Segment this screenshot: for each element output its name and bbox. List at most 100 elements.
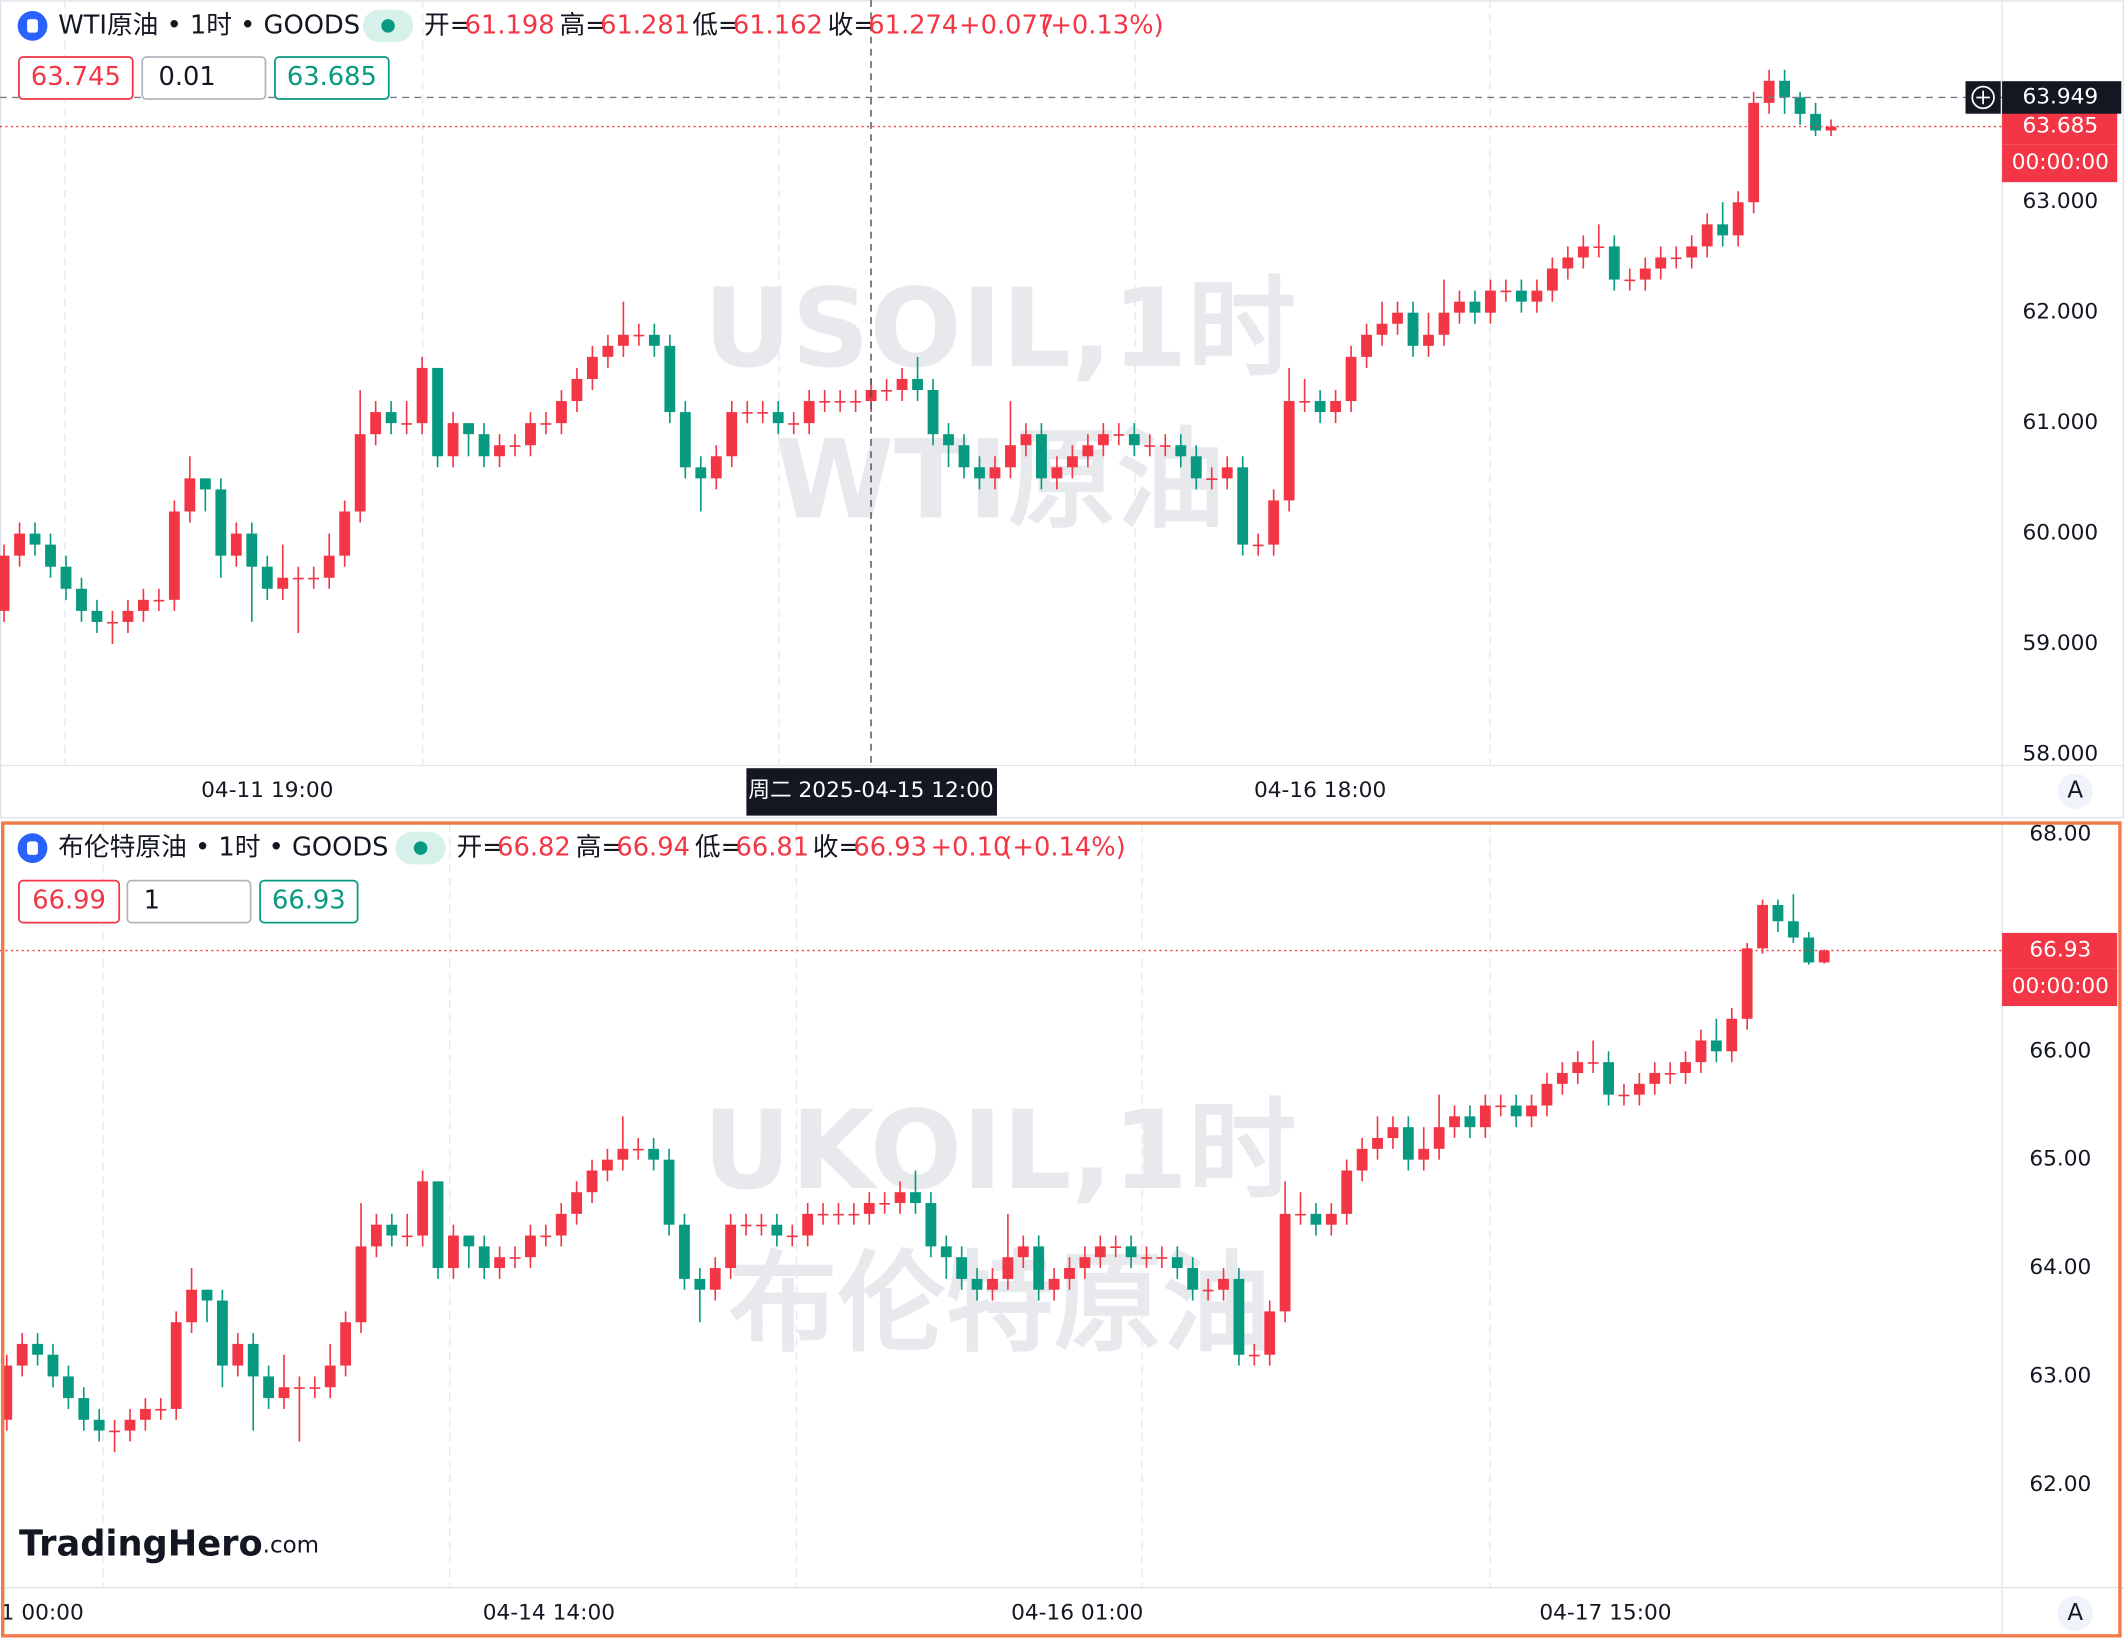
market-status-dot <box>413 841 428 855</box>
candle-body <box>571 1192 583 1214</box>
candle-body <box>292 577 304 580</box>
ohlc-legend-change-pct: (+0.13%) <box>1040 10 1163 40</box>
candle-body <box>1624 279 1636 282</box>
order-sell-value: 66.99 <box>32 885 106 915</box>
order-sell-box[interactable] <box>18 56 134 100</box>
candle-body <box>617 1148 629 1160</box>
x-tick-label: 04-17 15:00 <box>1539 1600 1671 1625</box>
candle-body <box>1686 246 1698 258</box>
candle-body <box>137 599 149 611</box>
auto-scale-label: A <box>2067 1600 2083 1626</box>
candle-body <box>586 356 598 379</box>
candle-body <box>617 334 629 346</box>
candle-body <box>432 1181 444 1269</box>
auto-scale-button[interactable] <box>2057 773 2093 809</box>
candle-body <box>354 434 366 512</box>
candle-body <box>1464 1116 1476 1128</box>
candle-body <box>416 367 428 424</box>
candle-body <box>940 1246 952 1258</box>
candle-body <box>93 1419 105 1431</box>
candle-body <box>32 1343 43 1355</box>
candle-body <box>155 1408 167 1411</box>
candle-body <box>987 1278 998 1290</box>
candle-body <box>509 1257 521 1259</box>
candle-body <box>278 1387 290 1399</box>
candle-body <box>1526 1105 1537 1117</box>
candle-body <box>1002 1257 1014 1279</box>
order-buy-value: 63.685 <box>287 62 377 92</box>
candle-body <box>1299 401 1311 403</box>
candle-body <box>1562 257 1574 269</box>
candle-body <box>863 1203 875 1214</box>
candle-body <box>1218 1278 1229 1290</box>
candle-body <box>1066 456 1078 468</box>
ohlc-legend-change: +0.077 <box>959 10 1054 40</box>
candle-body <box>1020 434 1032 446</box>
crosshair-time-label: 周二 2025-04-15 12:00 <box>748 778 993 803</box>
order-sell-box[interactable] <box>18 879 121 924</box>
y-tick-label: 68.00 <box>2029 822 2091 847</box>
candle-body <box>509 445 521 447</box>
market-status-dot <box>381 19 395 33</box>
candle-body <box>1356 1148 1368 1171</box>
candle-body <box>139 1408 151 1420</box>
ohlc-legend-high-label: 高= <box>576 833 623 863</box>
candle-body <box>1392 312 1403 324</box>
candle-body <box>107 621 118 624</box>
candle-body <box>1387 1127 1399 1139</box>
order-buy-value: 66.93 <box>272 885 346 915</box>
candle-body <box>817 1213 829 1216</box>
candle-body <box>1701 224 1713 247</box>
candle-body <box>232 1343 244 1366</box>
candle-body <box>989 467 1001 479</box>
candle-body <box>1717 224 1729 236</box>
candle-body <box>958 445 970 468</box>
candle-body <box>1110 1246 1122 1248</box>
candle-body <box>230 533 242 556</box>
order-buy-box[interactable] <box>259 879 359 924</box>
active-panel-border <box>1 821 2122 1638</box>
candle-body <box>1495 1105 1507 1108</box>
candle-body <box>1787 921 1799 938</box>
candle-body <box>339 511 351 556</box>
brand-suffix: .com <box>263 1532 319 1558</box>
candle-body <box>1633 1083 1645 1095</box>
symbol-title[interactable]: WTI原油 • 1时 • GOODS <box>58 10 360 40</box>
candle-body <box>848 1213 860 1216</box>
candle-body <box>648 1148 660 1160</box>
y-tick-label: 65.00 <box>2029 1147 2091 1172</box>
order-qty-box[interactable] <box>141 56 267 100</box>
candle-body <box>323 555 335 578</box>
candle-body <box>1469 301 1481 313</box>
candle-body <box>1221 467 1233 479</box>
candle-body <box>340 1322 352 1366</box>
watermark: USOIL,1时 <box>703 265 1295 392</box>
candle-body <box>401 1235 413 1238</box>
candle-body <box>1017 1246 1029 1258</box>
candle-body <box>956 1257 968 1279</box>
last-price-label: 66.93 <box>2029 938 2091 963</box>
order-qty-box[interactable] <box>126 879 252 924</box>
candle-body <box>1187 1268 1199 1290</box>
candle-body <box>29 533 41 545</box>
x-tick-label: 04-11 19:00 <box>201 778 333 803</box>
symbol-title[interactable]: 布伦特原油 • 1时 • GOODS <box>58 833 388 863</box>
auto-scale-button[interactable] <box>2057 1595 2093 1632</box>
last-price-box <box>2002 108 2118 145</box>
candle-body <box>246 533 258 567</box>
candle-body <box>1268 500 1280 545</box>
candle-body <box>1655 257 1667 269</box>
candle-body <box>1330 401 1342 413</box>
order-qty-value: 1 <box>144 885 160 915</box>
candle-body <box>1048 1278 1060 1290</box>
candle-body <box>478 434 490 457</box>
candle-body <box>834 401 846 403</box>
ohlc-legend-close: 66.93 <box>853 833 927 863</box>
order-buy-box[interactable] <box>274 56 390 100</box>
candle-body <box>1803 937 1815 963</box>
ohlc-legend-low: 61.162 <box>733 10 823 40</box>
candle-body <box>1541 1083 1553 1106</box>
candle-body <box>927 389 939 435</box>
candle-body <box>772 412 784 424</box>
candle-body <box>1510 1105 1522 1117</box>
